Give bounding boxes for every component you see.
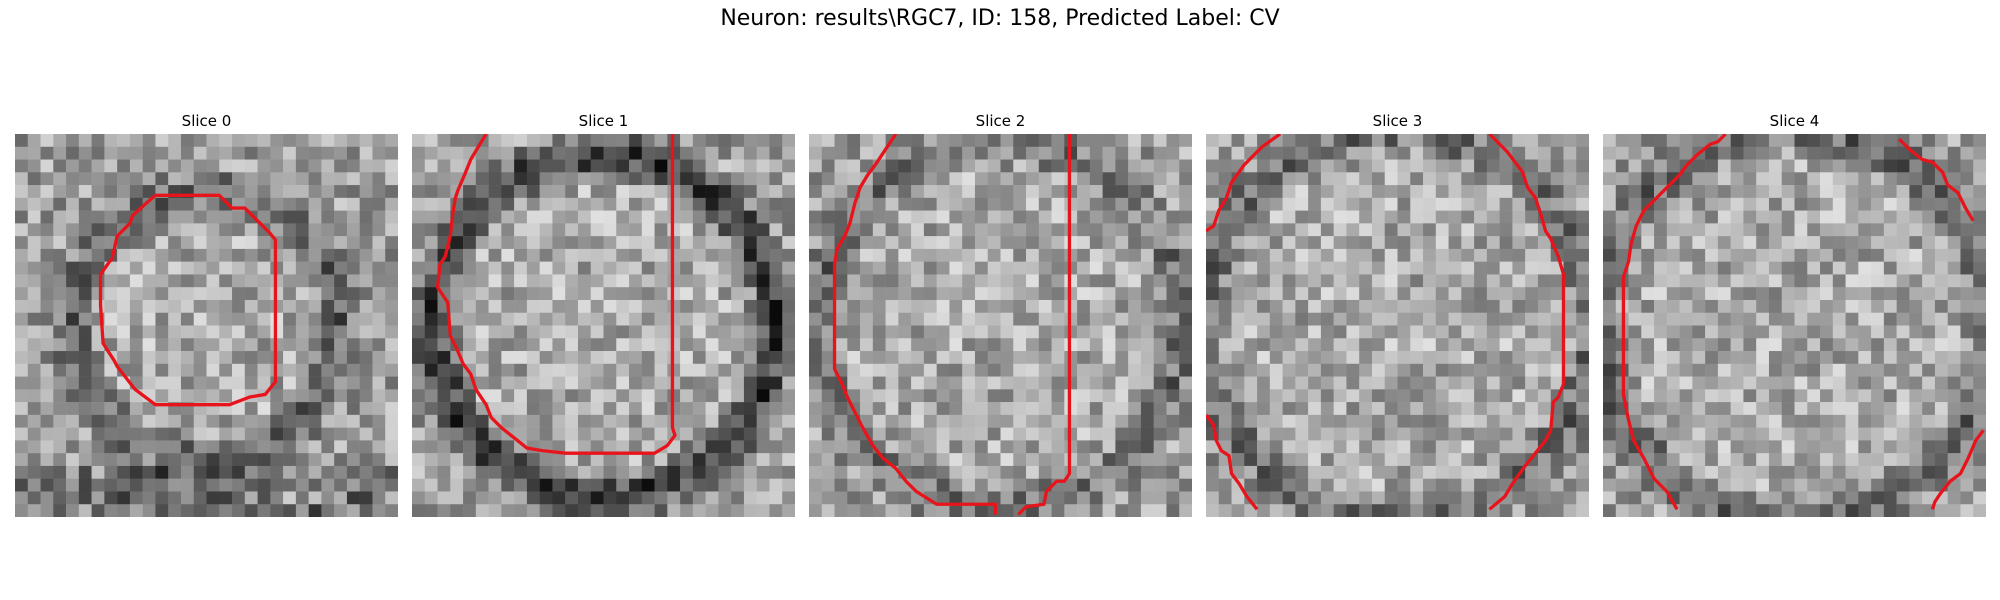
pixel-grid-2 [809, 134, 1192, 517]
cell-contour-4a [1621, 134, 1727, 511]
cell-contour-4c [1930, 429, 1985, 510]
cell-contour-4b [1898, 137, 1975, 222]
cell-contour-3a [1206, 134, 1282, 233]
slice-image-3 [1206, 134, 1589, 517]
slice-panel-1: Slice 1 [412, 112, 795, 517]
slice-panel-3: Slice 3 [1206, 112, 1589, 517]
cell-contour-3b [1488, 134, 1566, 511]
figure-title: Neuron: results\RGC7, ID: 158, Predicted… [720, 6, 1280, 31]
slice-title-3: Slice 3 [1372, 112, 1423, 130]
slice-image-4 [1603, 134, 1986, 517]
cell-contour-2 [832, 134, 998, 515]
slice-title-1: Slice 1 [578, 112, 629, 130]
slice-title-2: Slice 2 [975, 112, 1026, 130]
slice-image-2 [809, 134, 1192, 517]
cell-contour-2b [1017, 134, 1072, 516]
slice-image-0 [15, 134, 398, 517]
slice-panel-2: Slice 2 [809, 112, 1192, 517]
cell-contour-3c [1206, 413, 1259, 511]
pixel-grid-0 [15, 134, 398, 517]
pixel-grid-1 [412, 134, 795, 517]
slice-image-1 [412, 134, 795, 517]
slice-panel-4: Slice 4 [1603, 112, 1986, 517]
pixel-grid-4 [1603, 134, 1986, 517]
cell-contour-0 [98, 193, 278, 407]
slice-panel-0: Slice 0 [15, 112, 398, 517]
cell-contour-1 [435, 134, 677, 455]
slice-title-4: Slice 4 [1769, 112, 1820, 130]
slice-title-0: Slice 0 [181, 112, 232, 130]
